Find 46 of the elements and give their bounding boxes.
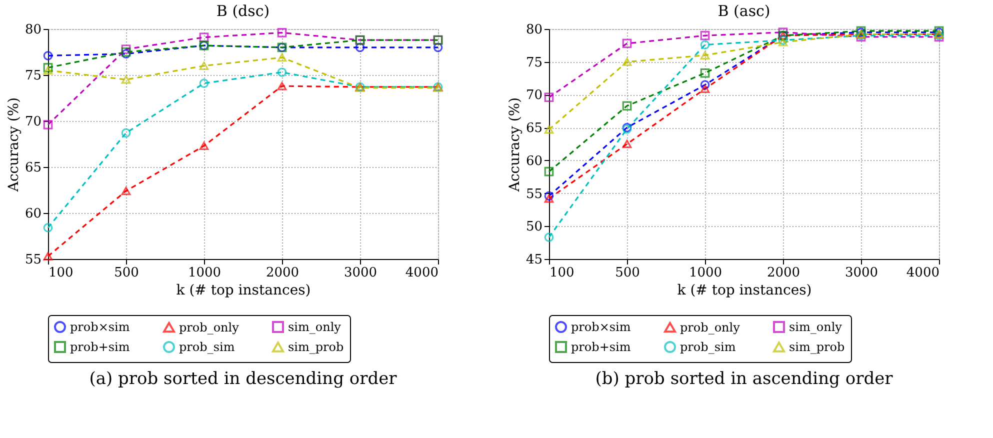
- y-tick-label: 60: [526, 154, 542, 169]
- legend-label: prob_only: [680, 320, 740, 334]
- legend-label: prob_sim: [680, 340, 736, 354]
- chart-title: B (dsc): [216, 2, 270, 20]
- x-tick-label: 500: [114, 266, 139, 280]
- x-axis-title: k (# top instances): [176, 282, 311, 298]
- x-axis-title: k (# top instances): [677, 282, 812, 298]
- y-tick-label: 75: [24, 68, 42, 84]
- legend-label: prob+sim: [571, 340, 632, 354]
- text: (b) prob sorted in ascending order: [595, 369, 894, 389]
- chart-title: B (asc): [718, 2, 770, 20]
- y-tick-label: 80: [24, 22, 42, 38]
- x-tick-label: 4000: [906, 266, 940, 280]
- y-tick-label: 70: [526, 88, 542, 104]
- y-tick-label: 65: [526, 121, 542, 136]
- legend-label: prob+sim: [70, 340, 130, 354]
- legend-label: prob_sim: [179, 340, 236, 354]
- x-tick-label: 3000: [344, 266, 378, 280]
- legend-label: prob×sim: [571, 320, 632, 334]
- legend-label: sim_only: [789, 320, 842, 334]
- legend-label: prob×sim: [70, 320, 130, 334]
- y-tick-label: 55: [526, 186, 542, 202]
- x-tick-label: 2000: [766, 266, 800, 280]
- text: (a) prob sorted in descending order: [89, 369, 398, 389]
- y-tick-label: 60: [24, 206, 42, 222]
- x-tick-label: 100: [48, 266, 74, 280]
- legend-label: sim_only: [288, 320, 342, 334]
- y-tick-label: 70: [24, 114, 42, 130]
- x-tick-label: 2000: [266, 266, 300, 280]
- y-axis-title: Accuracy (%): [506, 97, 523, 193]
- y-axis-title: Accuracy (%): [6, 97, 22, 193]
- x-tick-label: 4000: [405, 266, 438, 280]
- legend-label: sim_prob: [789, 340, 846, 354]
- y-tick-label: 50: [526, 220, 542, 235]
- x-tick-label: 1000: [188, 266, 222, 280]
- x-tick-label: 100: [550, 266, 574, 280]
- y-tick-label: 55: [24, 252, 42, 268]
- y-tick-label: 75: [526, 55, 542, 70]
- y-tick-label: 80: [526, 22, 542, 38]
- x-tick-label: 500: [615, 266, 640, 280]
- x-tick-label: 3000: [844, 266, 878, 280]
- y-tick-label: 65: [24, 160, 42, 176]
- legend-label: prob_only: [179, 320, 240, 334]
- x-tick-label: 1000: [688, 266, 722, 280]
- legend-label: sim_prob: [288, 340, 344, 354]
- y-tick-label: 45: [526, 252, 542, 268]
